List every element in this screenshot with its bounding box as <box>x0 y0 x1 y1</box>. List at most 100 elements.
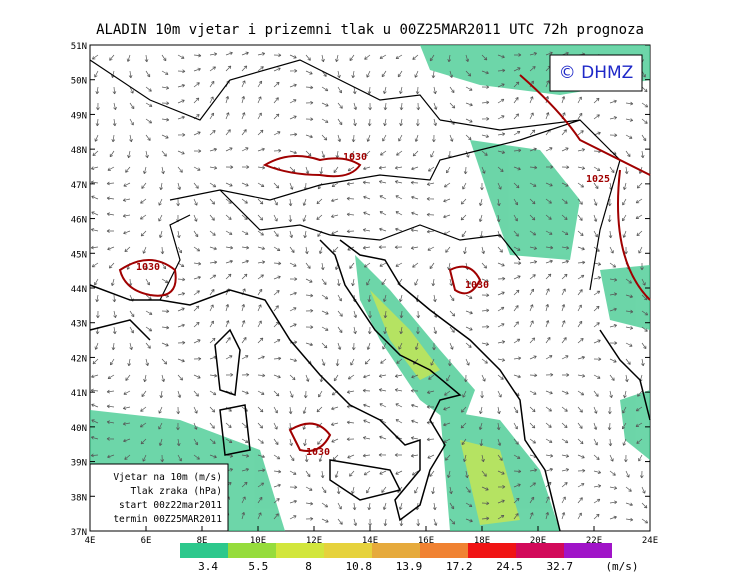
wind-arrow <box>480 182 484 191</box>
wind-arrow <box>593 166 601 171</box>
wind-arrow <box>209 214 215 221</box>
wind-arrow <box>428 374 435 380</box>
wind-arrow <box>462 390 467 398</box>
wind-arrow <box>593 339 601 344</box>
wind-arrow <box>513 182 520 189</box>
wind-arrow <box>411 166 419 171</box>
wind-arrow <box>426 197 435 201</box>
wind-arrow <box>305 117 314 122</box>
wind-arrow <box>529 468 538 473</box>
wind-arrow <box>193 214 198 222</box>
wind-arrow <box>463 246 467 255</box>
wind-arrow <box>257 373 266 378</box>
wind-arrow <box>209 373 218 378</box>
wind-arrow <box>303 230 307 239</box>
border <box>219 189 331 236</box>
lat-label: 40N <box>71 424 87 434</box>
wind-arrow <box>225 273 232 280</box>
wind-arrow <box>481 70 489 75</box>
wind-arrow <box>497 83 505 88</box>
wind-arrow <box>609 470 616 476</box>
wind-arrow <box>625 517 634 522</box>
wind-arrow <box>641 342 647 350</box>
wind-arrow <box>445 246 451 253</box>
wind-arrow <box>257 246 265 251</box>
wind-arrow <box>561 273 568 280</box>
wind-arrow <box>496 422 501 431</box>
wind-arrow <box>145 278 150 286</box>
lat-label: 47N <box>71 181 87 191</box>
wind-arrow <box>321 118 329 123</box>
wind-arrow <box>529 355 537 360</box>
wind-arrow <box>336 486 341 495</box>
wind-shading-strong <box>370 290 520 525</box>
wind-arrow <box>545 355 553 360</box>
wind-arrow <box>110 358 115 366</box>
wind-arrow <box>107 454 115 459</box>
wind-arrow <box>367 502 372 511</box>
shade-area <box>470 140 580 260</box>
wind-arrow <box>545 182 553 187</box>
wind-arrow <box>368 518 372 527</box>
wind-arrow <box>241 198 248 204</box>
wind-arrow <box>513 67 521 72</box>
wind-arrow <box>95 294 100 303</box>
wind-arrow <box>465 518 473 523</box>
wind-arrow <box>225 438 233 444</box>
wind-arrow <box>91 403 99 408</box>
wind-arrow <box>545 198 552 204</box>
wind-arrow <box>640 262 644 271</box>
wind-arrow <box>225 96 230 104</box>
wind-arrow <box>497 390 502 398</box>
wind-arrow <box>145 310 153 315</box>
wind-arrow <box>625 470 630 478</box>
wind-arrow <box>330 214 339 218</box>
wind-arrow <box>321 518 329 523</box>
wind-arrow <box>177 230 181 239</box>
wind-arrow <box>577 289 583 296</box>
wind-arrow <box>225 373 234 377</box>
wind-arrow <box>625 309 634 314</box>
wind-arrow <box>561 96 566 104</box>
legend-line: Vjetar na 10m (m/s) <box>113 472 222 483</box>
wind-arrow <box>609 500 618 505</box>
colorbar-segment <box>372 543 420 558</box>
wind-arrow <box>161 262 167 270</box>
wind-arrow <box>288 214 293 223</box>
wind-arrow <box>364 358 371 365</box>
wind-arrow <box>143 166 147 175</box>
wind-arrow <box>351 486 355 495</box>
wind-arrow <box>273 246 281 252</box>
wind-arrow <box>241 259 249 264</box>
wind-arrow <box>609 358 617 363</box>
wind-arrow <box>209 182 217 188</box>
isobars <box>118 74 651 452</box>
wind-arrow <box>257 147 265 152</box>
wind-arrow <box>545 165 554 169</box>
wind-arrow <box>380 358 387 364</box>
wind-arrow <box>382 502 387 510</box>
border <box>329 224 521 261</box>
border <box>89 59 441 121</box>
wind-arrow <box>209 230 216 236</box>
wind-arrow <box>90 228 99 232</box>
wind-arrow <box>561 165 570 170</box>
wind-arrow <box>641 326 648 332</box>
wind-arrow <box>106 420 115 424</box>
wind-arrow <box>176 438 181 447</box>
wind-arrow <box>305 278 313 283</box>
wind-arrow <box>305 486 313 491</box>
wind-arrow <box>289 438 293 447</box>
wind-arrow <box>545 337 551 344</box>
colorbar-label: 3.4 <box>198 560 218 573</box>
wind-arrow <box>209 166 218 170</box>
wind-arrow <box>447 470 451 479</box>
wind-arrow <box>416 310 421 319</box>
wind-arrow <box>337 134 342 142</box>
wind-arrow <box>624 454 628 463</box>
wind-arrow <box>209 96 214 104</box>
wind-arrow <box>561 355 569 360</box>
wind-arrow <box>123 390 131 395</box>
wind-arrow <box>335 358 340 367</box>
wind-arrow <box>145 102 153 107</box>
